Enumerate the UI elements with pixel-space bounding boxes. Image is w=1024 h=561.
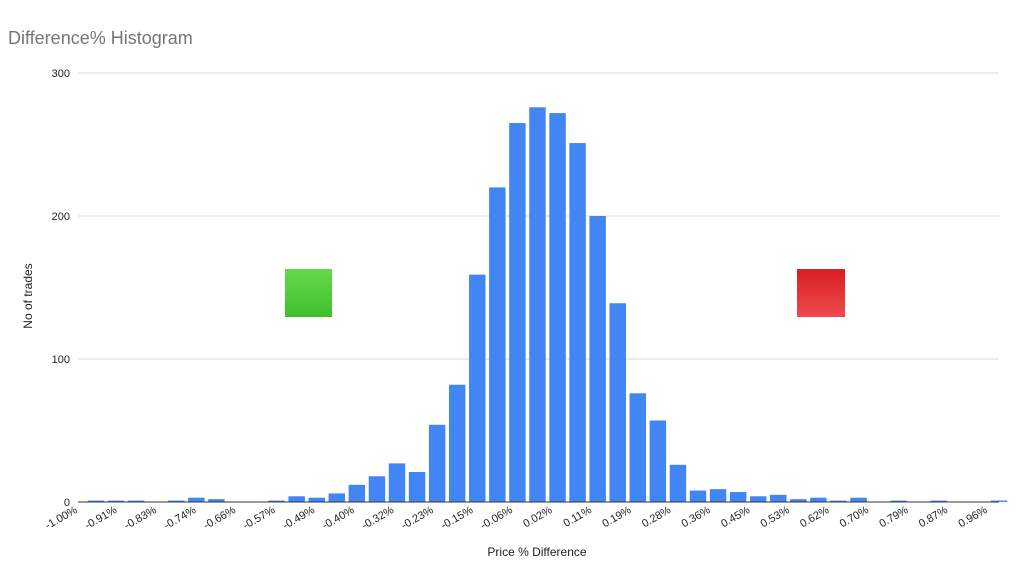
x-tick-label: -0.32% xyxy=(360,504,396,532)
histogram-bar xyxy=(448,384,466,502)
histogram-bar xyxy=(770,494,787,502)
histogram-bar xyxy=(489,187,506,502)
histogram-bar xyxy=(428,424,446,502)
histogram-bar xyxy=(890,500,907,502)
histogram-bar xyxy=(368,476,386,502)
x-tick-label: 0.45% xyxy=(719,504,752,530)
x-tick-label: -0.91% xyxy=(83,504,119,532)
histogram-bar xyxy=(569,143,586,502)
x-axis-title: Price % Difference xyxy=(487,545,586,559)
x-tick-label: 0.87% xyxy=(917,504,950,530)
x-tick-label: 0.70% xyxy=(838,504,871,530)
histogram-bar xyxy=(649,420,667,502)
histogram-bar xyxy=(509,123,526,503)
x-tick-label: 0.28% xyxy=(640,504,673,530)
x-tick-label: -0.83% xyxy=(122,504,158,532)
histogram-bar xyxy=(930,500,948,502)
histogram-bar xyxy=(689,490,707,502)
histogram-bar xyxy=(990,500,1008,502)
x-tick-label: 0.02% xyxy=(521,504,554,530)
x-tick-label: -0.57% xyxy=(241,504,277,532)
histogram-bar xyxy=(107,500,125,502)
bars-layer xyxy=(87,107,1008,503)
x-tick-label: 0.79% xyxy=(877,504,910,530)
y-tick-label: 0 xyxy=(64,497,70,509)
x-tick-label: 0.96% xyxy=(956,504,989,530)
histogram-bar xyxy=(529,107,546,502)
histogram-bar xyxy=(348,484,366,502)
y-tick-labels: 0 100 200 300 xyxy=(52,68,70,509)
histogram-bar xyxy=(729,491,747,502)
histogram-bar xyxy=(87,500,105,502)
histogram-bar xyxy=(328,493,346,502)
x-tick-label: -0.06% xyxy=(479,504,515,532)
x-tick-label: -0.66% xyxy=(202,504,238,532)
histogram-bar xyxy=(308,497,325,502)
histogram-bar xyxy=(268,500,285,502)
x-tick-label: -0.15% xyxy=(439,504,475,532)
histogram-bar xyxy=(589,216,606,502)
histogram-bar xyxy=(669,464,687,502)
histogram-bar xyxy=(388,463,406,502)
y-axis-title: No of trades xyxy=(21,263,35,328)
x-tick-label: -0.40% xyxy=(320,504,356,532)
x-tick-label: -1.00% xyxy=(43,504,79,532)
histogram-bar xyxy=(810,497,827,502)
histogram-bar xyxy=(709,489,727,502)
histogram-bar xyxy=(469,274,486,502)
histogram-bar xyxy=(749,496,767,502)
x-tick-label: 0.53% xyxy=(759,504,792,530)
histogram-bar xyxy=(609,303,626,502)
y-tick-label: 100 xyxy=(52,354,70,366)
histogram-bar xyxy=(549,113,566,502)
histogram-bar xyxy=(790,499,807,502)
x-tick-label: 0.11% xyxy=(561,504,593,530)
histogram-bar xyxy=(168,500,185,502)
histogram-bar xyxy=(127,500,145,502)
histogram-bar xyxy=(288,496,305,502)
histogram-bar xyxy=(629,393,647,502)
chart-title: Difference% Histogram xyxy=(8,28,193,48)
x-tick-label: -0.49% xyxy=(281,504,317,532)
histogram-bar xyxy=(188,497,205,502)
histogram-bar xyxy=(408,471,426,502)
x-tick-label: 0.36% xyxy=(679,504,712,530)
green-square-marker xyxy=(285,269,332,317)
x-tick-label: -0.74% xyxy=(162,504,198,532)
histogram-bar xyxy=(208,499,225,502)
y-tick-label: 300 xyxy=(52,68,70,80)
red-square-marker xyxy=(797,269,845,317)
x-tick-label: 0.19% xyxy=(600,504,633,530)
histogram-bar xyxy=(830,500,847,502)
x-tick-labels: -1.00% -0.91% -0.83% -0.74% -0.66% -0.57% -0.4… xyxy=(43,504,989,532)
x-tick-label: 0.62% xyxy=(798,504,831,530)
y-tick-label: 200 xyxy=(52,211,70,223)
x-tick-label: -0.23% xyxy=(399,504,435,532)
histogram-bar xyxy=(850,497,867,502)
